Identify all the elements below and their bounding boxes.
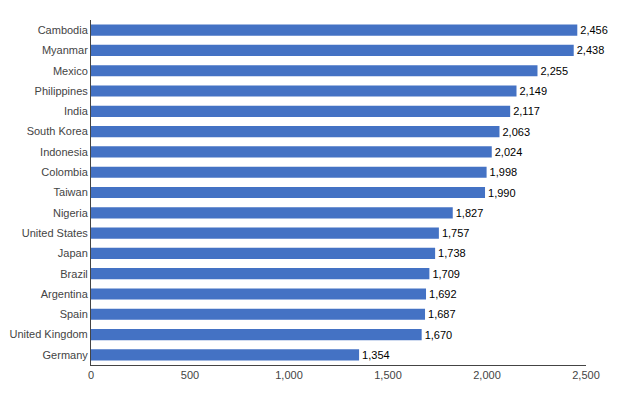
svg-text:India: India bbox=[64, 105, 89, 117]
svg-text:1,500: 1,500 bbox=[374, 369, 402, 381]
svg-text:2,438: 2,438 bbox=[577, 44, 605, 56]
svg-text:Philippines: Philippines bbox=[35, 85, 89, 97]
svg-text:South Korea: South Korea bbox=[27, 125, 89, 137]
svg-text:1,709: 1,709 bbox=[432, 268, 460, 280]
svg-text:2,063: 2,063 bbox=[502, 126, 530, 138]
svg-text:2,000: 2,000 bbox=[473, 369, 501, 381]
svg-text:2,024: 2,024 bbox=[495, 146, 523, 158]
svg-text:2,149: 2,149 bbox=[520, 85, 548, 97]
svg-text:1,687: 1,687 bbox=[428, 308, 456, 320]
svg-text:1,738: 1,738 bbox=[438, 247, 466, 259]
svg-text:1,000: 1,000 bbox=[275, 369, 303, 381]
svg-text:Argentina: Argentina bbox=[41, 288, 89, 300]
svg-text:United Kingdom: United Kingdom bbox=[10, 328, 88, 340]
svg-text:2,255: 2,255 bbox=[540, 65, 568, 77]
svg-text:1,354: 1,354 bbox=[362, 349, 390, 361]
svg-text:Myanmar: Myanmar bbox=[42, 44, 88, 56]
svg-text:Brazil: Brazil bbox=[60, 268, 88, 280]
svg-text:1,757: 1,757 bbox=[442, 227, 470, 239]
svg-text:1,990: 1,990 bbox=[488, 187, 516, 199]
svg-text:United States: United States bbox=[22, 227, 89, 239]
svg-text:500: 500 bbox=[181, 369, 199, 381]
svg-text:Spain: Spain bbox=[60, 308, 88, 320]
svg-text:2,500: 2,500 bbox=[572, 369, 600, 381]
svg-text:Indonesia: Indonesia bbox=[40, 146, 89, 158]
svg-text:2,456: 2,456 bbox=[580, 24, 608, 36]
svg-text:1,998: 1,998 bbox=[490, 166, 518, 178]
svg-text:Germany: Germany bbox=[43, 349, 89, 361]
svg-text:Cambodia: Cambodia bbox=[38, 24, 89, 36]
svg-text:Japan: Japan bbox=[58, 247, 88, 259]
svg-text:Nigeria: Nigeria bbox=[53, 207, 89, 219]
svg-text:1,692: 1,692 bbox=[429, 288, 457, 300]
svg-text:Colombia: Colombia bbox=[41, 166, 88, 178]
svg-text:0: 0 bbox=[88, 369, 94, 381]
svg-text:2,117: 2,117 bbox=[513, 105, 540, 117]
svg-text:Mexico: Mexico bbox=[53, 65, 88, 77]
svg-text:Taiwan: Taiwan bbox=[54, 186, 88, 198]
svg-text:1,827: 1,827 bbox=[456, 207, 484, 219]
svg-text:1,670: 1,670 bbox=[425, 329, 453, 341]
